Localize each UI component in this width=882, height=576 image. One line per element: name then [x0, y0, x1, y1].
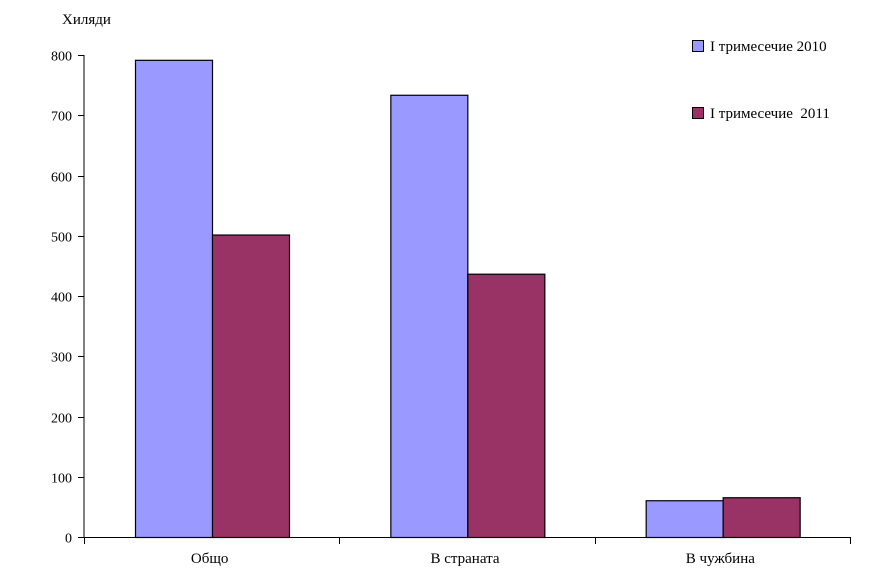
y-axis-unit-label: Хиляди	[62, 12, 111, 28]
bar-series-2-2	[722, 497, 801, 539]
y-tick-label: 800	[51, 50, 72, 65]
bar-series-1-0	[134, 59, 214, 539]
y-tick-label: 500	[51, 231, 72, 246]
bar-series-1-2	[645, 500, 724, 539]
y-tick-label: 600	[51, 171, 72, 186]
y-tick-label: 400	[51, 291, 72, 306]
legend-label: I тримесечие 2011	[710, 106, 830, 122]
x-category-label: Общо	[191, 551, 229, 567]
bar-series-1-1	[390, 94, 469, 539]
legend-swatch	[692, 107, 704, 119]
x-category-label: В чужбина	[686, 551, 755, 567]
x-axis: Общо В страната В чужбина	[84, 537, 851, 567]
y-tick-label: 200	[51, 412, 72, 427]
y-tick-label: 700	[51, 110, 72, 125]
legend-swatch	[692, 40, 704, 52]
y-tick-label: 300	[51, 351, 72, 366]
y-axis: 0 100 200 300 400 500 600 700 800	[51, 50, 85, 547]
legend: I тримесечие 2010 I тримесечие 2011	[692, 39, 830, 122]
y-tick-label: 100	[51, 472, 72, 487]
legend-label: I тримесечие 2010	[710, 39, 827, 55]
y-tick-label: 0	[65, 532, 72, 547]
x-category-label: В страната	[430, 551, 499, 567]
bars	[134, 59, 801, 539]
bar-series-2-1	[467, 273, 546, 539]
bar-series-2-0	[211, 234, 291, 539]
